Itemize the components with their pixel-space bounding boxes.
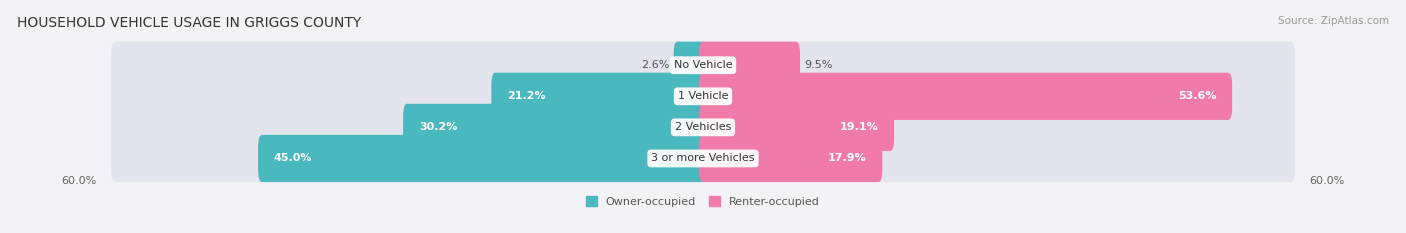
Text: 3 or more Vehicles: 3 or more Vehicles <box>651 154 755 163</box>
FancyBboxPatch shape <box>259 135 707 182</box>
FancyBboxPatch shape <box>673 42 707 89</box>
Text: 45.0%: 45.0% <box>274 154 312 163</box>
Text: 2 Vehicles: 2 Vehicles <box>675 122 731 132</box>
FancyBboxPatch shape <box>699 104 894 151</box>
FancyBboxPatch shape <box>491 73 707 120</box>
Text: No Vehicle: No Vehicle <box>673 60 733 70</box>
FancyBboxPatch shape <box>699 42 800 89</box>
FancyBboxPatch shape <box>699 135 883 182</box>
FancyBboxPatch shape <box>111 135 1295 182</box>
FancyBboxPatch shape <box>404 104 707 151</box>
FancyBboxPatch shape <box>111 104 1295 151</box>
Text: 1 Vehicle: 1 Vehicle <box>678 91 728 101</box>
Legend: Owner-occupied, Renter-occupied: Owner-occupied, Renter-occupied <box>586 196 820 207</box>
Text: HOUSEHOLD VEHICLE USAGE IN GRIGGS COUNTY: HOUSEHOLD VEHICLE USAGE IN GRIGGS COUNTY <box>17 16 361 30</box>
Text: 30.2%: 30.2% <box>419 122 457 132</box>
Text: 2.6%: 2.6% <box>641 60 669 70</box>
Text: 60.0%: 60.0% <box>1309 176 1346 186</box>
FancyBboxPatch shape <box>699 73 1232 120</box>
FancyBboxPatch shape <box>111 73 1295 120</box>
Text: 53.6%: 53.6% <box>1178 91 1216 101</box>
Text: 9.5%: 9.5% <box>804 60 832 70</box>
Text: 19.1%: 19.1% <box>839 122 879 132</box>
Text: 17.9%: 17.9% <box>828 154 866 163</box>
Text: Source: ZipAtlas.com: Source: ZipAtlas.com <box>1278 16 1389 26</box>
Text: 60.0%: 60.0% <box>60 176 97 186</box>
FancyBboxPatch shape <box>111 42 1295 89</box>
Text: 21.2%: 21.2% <box>508 91 546 101</box>
